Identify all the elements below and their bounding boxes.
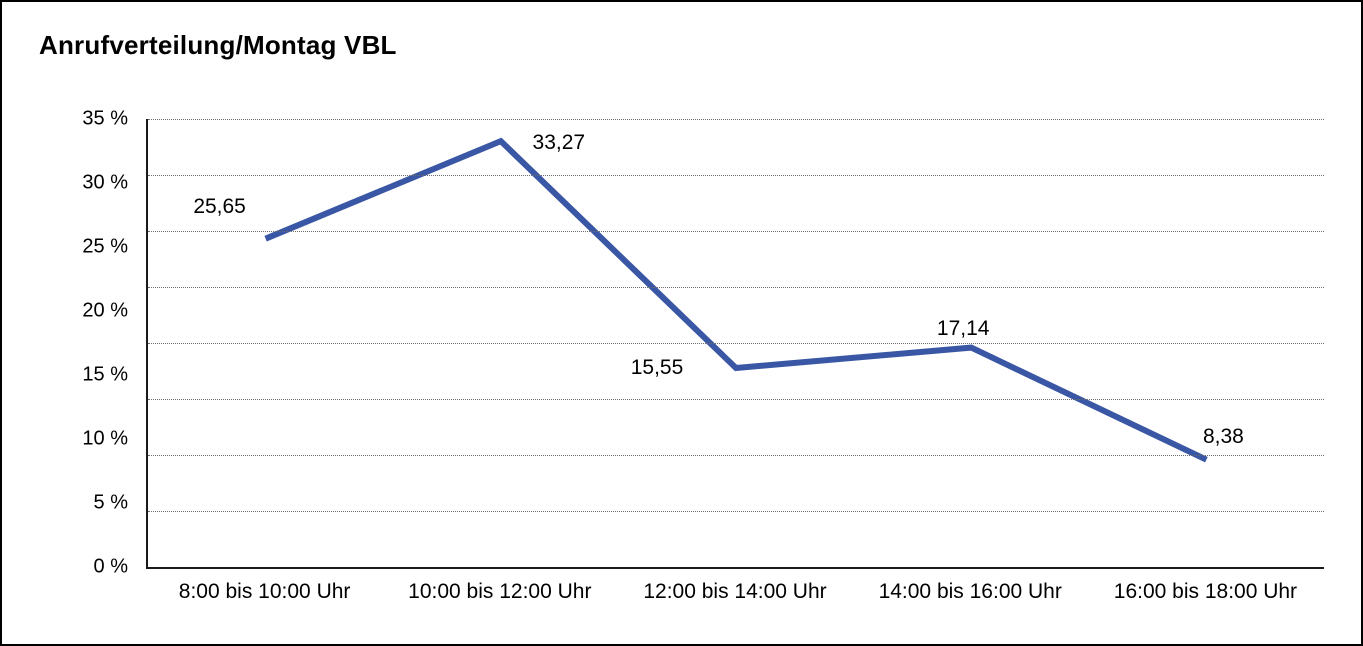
x-axis-label: 12:00 bis 14:00 Uhr [643, 580, 827, 603]
data-point-label: 33,27 [532, 131, 586, 155]
data-point-label: 25,65 [193, 194, 246, 218]
x-axis-label: 14:00 bis 16:00 Uhr [878, 580, 1062, 603]
data-line [264, 137, 1208, 463]
gridline [148, 511, 1324, 512]
y-tick-label: 30 % [82, 171, 128, 194]
gridline [148, 287, 1324, 288]
y-tick-label: 20 % [82, 299, 128, 322]
y-tick-label: 0 % [93, 555, 128, 578]
x-axis-label: 8:00 bis 10:00 Uhr [178, 580, 351, 603]
gridline [148, 399, 1324, 400]
data-point-label: 8,38 [1202, 424, 1244, 448]
plot-area: 25,65 33,27 15,55 17,14 8,38 [146, 119, 1324, 569]
y-axis-labels: 35 % 30 % 25 % 20 % 15 % 10 % 5 % 0 % [2, 2, 128, 644]
y-tick-label: 25 % [82, 235, 128, 258]
gridline [148, 455, 1324, 456]
y-tick-label: 5 % [93, 491, 128, 514]
gridline [148, 175, 1324, 176]
x-axis-label: 10:00 bis 12:00 Uhr [408, 580, 592, 603]
chart-title: Anrufverteilung/Montag VBL [39, 30, 397, 60]
x-axis-label: 16:00 bis 18:00 Uhr [1113, 580, 1298, 603]
x-axis-labels: 8:00 bis 10:00 Uhr 10:00 bis 12:00 Uhr 12:… [147, 580, 1323, 604]
gridline [148, 231, 1324, 232]
gridline [148, 343, 1324, 344]
data-point-label: 17,14 [936, 316, 990, 340]
y-tick-label: 15 % [82, 363, 128, 386]
y-tick-label: 10 % [82, 427, 128, 450]
data-point-label: 15,55 [630, 355, 684, 379]
data-line-svg [264, 137, 1208, 463]
y-tick-label: 35 % [82, 107, 128, 130]
gridline [148, 119, 1324, 120]
